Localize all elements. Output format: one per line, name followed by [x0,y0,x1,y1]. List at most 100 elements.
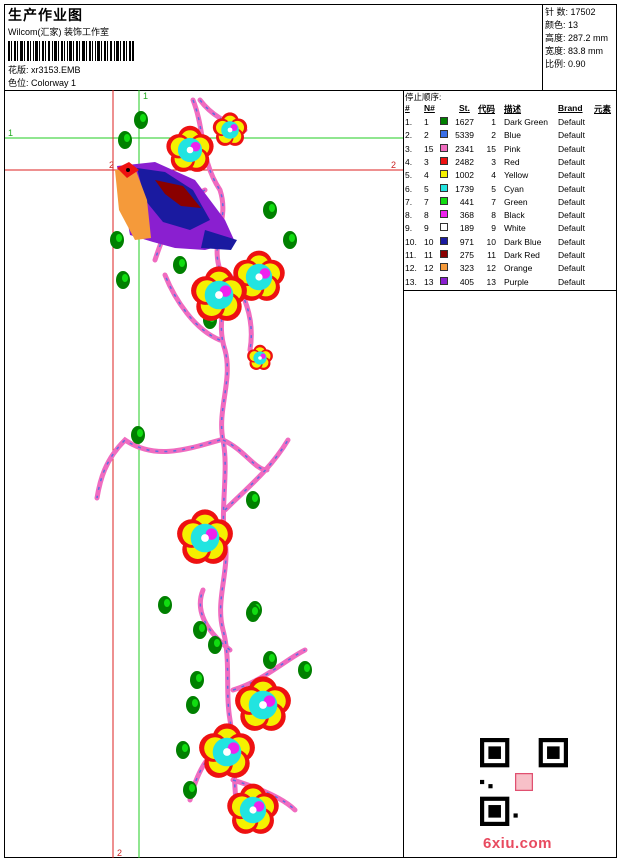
row-brand: Default [558,223,585,234]
embroidery-design-canvas: 1 2 1 2 2 [5,90,403,858]
leaf-highlight [179,259,185,267]
row-needle: 9 [424,223,429,234]
row-index: 5. [405,170,413,181]
row-description: White [504,223,526,234]
bird-crest [155,180,201,208]
stop-sequence-table: 停止顺序: # N# St. 代码 描述 Brand 元素 1. 1 1627 1 Da… [404,90,617,291]
row-description: Red [504,156,520,167]
row-stitches: 1739 [455,183,474,194]
branch-stem-accent [199,589,231,651]
row-brand: Default [558,210,585,221]
qr-module [488,784,493,789]
table-row: 13. 13 405 13 Purple Default [404,276,617,290]
leaf-highlight [252,607,258,615]
production-sheet: 生产作业图 Wilcom(汇家) 装饰工作室 花版: xr3153.EMB [4,4,617,858]
leaf-highlight [164,599,170,607]
col-header-num: # [405,103,410,113]
table-row: 4. 3 2482 3 Red Default [404,156,617,170]
row-code: 3 [491,156,496,167]
col-header-brand: Brand [558,103,583,113]
col-header-element: 元素 [594,104,612,114]
leaf-highlight [122,274,128,282]
row-description: Yellow [504,170,529,181]
color-swatch [440,156,448,165]
leaf-highlight [289,234,295,242]
color-swatch [440,210,448,219]
row-description: Purple [504,276,529,287]
row-brand: Default [558,170,585,181]
flower-core [201,534,209,542]
leaf-highlight [252,494,258,502]
row-description: Pink [504,143,521,154]
table-row: 10. 10 971 10 Dark Blue Default [404,236,617,250]
flower-core [249,806,257,814]
leaf-highlight [199,624,205,632]
row-stitches: 323 [459,263,474,274]
row-stitches: 2482 [455,156,474,167]
bird-motif [115,162,237,250]
col-header-stitches: St. [459,103,470,113]
color-count: 颜色: 13 [545,20,579,30]
bird-eye [126,168,130,172]
leaf-highlight [140,114,146,122]
table-row: 1. 1 1627 1 Dark Green Default [404,117,617,130]
row-brand: Default [558,183,585,194]
design-height: 高度: 287.2 mm [545,33,609,43]
row-stitches: 189 [459,223,474,234]
leaf-highlight [182,744,188,752]
branch-stem [220,437,270,473]
row-needle: 15 [424,143,434,154]
color-swatch [440,223,448,232]
color-swatch [440,276,448,285]
leaf-highlight [192,699,198,707]
design-stats-panel: 针 数: 17502 颜色: 13 高度: 287.2 mm 宽度: 83.8 … [542,5,617,90]
leaf-highlight [137,429,143,437]
stop-sequence-title: 停止顺序: [405,92,442,102]
branch-stem [162,272,223,343]
qr-finder-core [488,805,501,818]
leaves-group [110,111,312,799]
row-code: 10 [486,236,496,247]
leaf-highlight [214,639,220,647]
row-needle: 10 [424,236,434,247]
row-description: Black [504,210,525,221]
branch-stem [222,437,291,513]
table-row: 6. 5 1739 5 Cyan Default [404,183,617,197]
row-needle: 3 [424,156,429,167]
color-swatch [440,130,448,139]
table-row: 9. 9 189 9 White Default [404,223,617,236]
bird-breast [115,168,151,240]
row-description: Blue [504,130,522,141]
row-needle: 11 [424,250,433,260]
row-index: 6. [405,183,413,194]
guide-label-corner: 2 [109,160,114,170]
flower [166,125,214,172]
row-stitches: 1627 [455,117,474,127]
row-index: 12. [405,263,417,274]
flower-core [223,748,231,756]
row-description: Dark Green [504,117,548,127]
color-swatch [440,183,448,192]
qr-module [513,813,518,818]
table-row: 3. 15 2341 15 Pink Default [404,143,617,157]
row-needle: 4 [424,170,429,181]
row-brand: Default [558,143,585,154]
row-needle: 13 [424,276,434,287]
leaf-highlight [116,234,122,242]
color-swatch [440,196,448,205]
row-code: 12 [486,263,496,274]
row-index: 9. [405,223,413,234]
color-swatch [440,250,448,258]
guide-label-h2: 2 [391,160,396,170]
row-stitches: 2341 [455,143,474,154]
flower [233,250,285,301]
table-row: 2. 2 5339 2 Blue Default [404,130,617,143]
bird-tail [201,230,237,250]
color-swatch [440,236,448,245]
leaf-highlight [196,674,202,682]
flower [227,783,279,834]
color-swatch [440,170,448,179]
guide-label-v2: 2 [117,848,122,858]
row-description: Dark Blue [504,236,542,247]
row-index: 4. [405,156,413,167]
